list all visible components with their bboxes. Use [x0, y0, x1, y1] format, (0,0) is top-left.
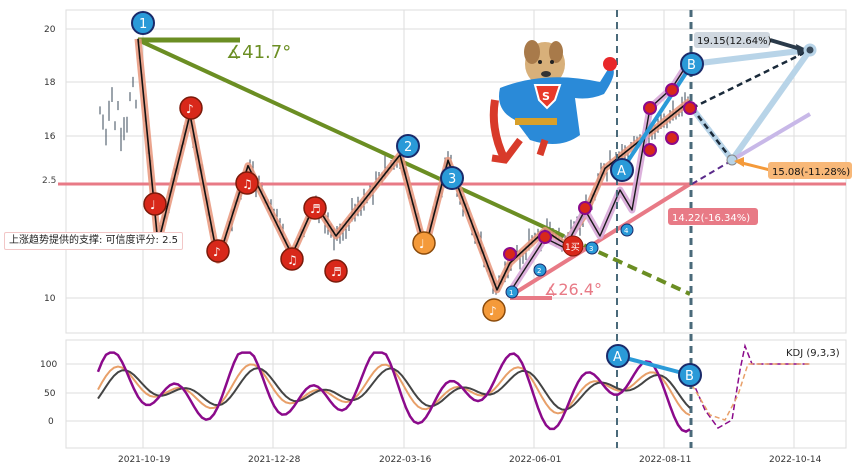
light-blue-proj-3 [729, 48, 813, 162]
blue-ab-line [620, 62, 694, 172]
red-note-marker: ♪ [179, 96, 203, 120]
purple-dot [643, 101, 657, 115]
kdj-ab-line [617, 354, 691, 377]
small-marker-4: 4 [620, 223, 634, 237]
svg-text:A: A [613, 350, 622, 365]
arrow-head-support [734, 157, 744, 167]
support-note: 上涨趋势提供的支撑: 可信度评分: 2.5 [4, 232, 183, 250]
svg-text:1: 1 [509, 289, 513, 297]
svg-text:2: 2 [537, 267, 541, 275]
mascot-illustration: S [489, 40, 617, 164]
svg-text:♪: ♪ [186, 102, 194, 116]
y-tick-18: 18 [44, 78, 56, 88]
svg-text:1买: 1买 [565, 242, 580, 253]
svg-text:♪: ♪ [489, 304, 497, 318]
kdj-marker-b: B [678, 363, 702, 387]
red-note-markers: ♪ ♩ ♪ ♫ ♫ ♬ ♬ [143, 96, 348, 283]
kdj-projection-k [691, 363, 810, 421]
red-note-marker: ♫ [235, 171, 259, 195]
purple-dot-markers [503, 83, 697, 261]
orange-note-1: ♩ [412, 231, 436, 255]
x-tick-3: 2022-03-16 [379, 455, 432, 465]
lilac-up-path-thin [509, 59, 691, 293]
purple-dot [643, 143, 657, 157]
navy-dashed-proj-2 [691, 107, 733, 161]
target-badge: 19.15(12.64%) [697, 36, 772, 47]
x-tick-4: 2022-06-01 [509, 455, 561, 465]
y-tick-10: 10 [44, 294, 56, 304]
purple-dot [503, 247, 517, 261]
arrow-head-target [796, 44, 808, 56]
kdj-marker-a: A [606, 344, 630, 368]
support-badge-bg [768, 162, 852, 179]
svg-text:♬: ♬ [331, 265, 342, 279]
kdj-grid [66, 340, 846, 448]
red-note-marker: ♩ [143, 192, 167, 216]
red-note-marker: ♬ [303, 196, 327, 220]
lavender-proj [730, 112, 812, 162]
svg-text:♫: ♫ [287, 253, 298, 267]
mini-score-tag: 2.5 [40, 175, 59, 187]
olive-trend-line [137, 38, 556, 234]
svg-text:S: S [542, 90, 550, 103]
purple-dot [683, 101, 697, 115]
svg-text:1: 1 [139, 17, 147, 32]
target-endpoint [803, 43, 817, 57]
svg-text:♩: ♩ [150, 198, 156, 212]
svg-text:2: 2 [404, 140, 412, 155]
svg-text:4: 4 [624, 227, 629, 235]
target-badge-bg [694, 32, 770, 48]
kdj-panel [65, 339, 847, 449]
wave-marker-1: 1 [131, 11, 155, 35]
svg-text:B: B [685, 369, 694, 384]
purple-dot [665, 83, 679, 97]
y-tick-20: 20 [44, 25, 56, 35]
small-marker-1: 1 [505, 285, 519, 299]
angle-bottom-label: ∡26.4° [544, 280, 602, 299]
svg-text:B: B [687, 58, 696, 73]
svg-text:3: 3 [589, 245, 593, 253]
purple-dot [538, 230, 552, 244]
red-note-marker: ♪ [206, 239, 230, 263]
light-blue-proj-1 [691, 47, 809, 67]
lower-badge-bg [668, 208, 758, 225]
x-tick-1: 2021-10-19 [118, 455, 171, 465]
wave-marker-2: 2 [396, 134, 420, 158]
y-tick-16: 16 [44, 132, 56, 142]
wave-marker-b: B [680, 52, 704, 76]
svg-text:♩: ♩ [419, 237, 425, 251]
pink-rising-line [508, 182, 692, 298]
kdj-y-tick-0: 0 [48, 417, 54, 427]
angle-top-label: ∡41.7° [226, 42, 291, 63]
purple-dot [665, 131, 679, 145]
small-marker-3: 3 [585, 241, 599, 255]
red-note-marker: ♬ [324, 259, 348, 283]
mid-endpoint [726, 154, 738, 166]
kdj-j-line [96, 351, 691, 433]
svg-text:♫: ♫ [242, 177, 253, 191]
small-marker-2: 2 [533, 263, 547, 277]
navy-dashed-proj-1 [691, 48, 811, 110]
wave-marker-a: A [610, 158, 634, 182]
red-note-marker: ♫ [280, 247, 304, 271]
buy-marker: 1买 [562, 235, 584, 257]
purple-dot [578, 201, 592, 215]
kdj-legend: KDJ (9,3,3) [786, 348, 840, 359]
x-tick-6: 2022-10-14 [769, 455, 822, 465]
x-tick-2: 2021-12-28 [248, 455, 301, 465]
x-tick-5: 2022-08-11 [639, 455, 691, 465]
orange-note-2: ♪ [482, 298, 506, 322]
svg-text:♬: ♬ [310, 202, 321, 216]
wave-marker-3: 3 [440, 166, 464, 190]
lower-badge: 14.22(-16.34%) [672, 213, 750, 224]
svg-text:♪: ♪ [213, 245, 221, 259]
svg-text:3: 3 [448, 172, 456, 187]
support-badge: 15.08(-11.28%) [772, 167, 850, 178]
kdj-d-line [97, 367, 691, 411]
svg-text:A: A [617, 164, 626, 179]
kdj-y-tick-100: 100 [40, 360, 57, 370]
kdj-y-tick-50: 50 [44, 389, 56, 399]
kdj-projection-j [691, 343, 810, 429]
